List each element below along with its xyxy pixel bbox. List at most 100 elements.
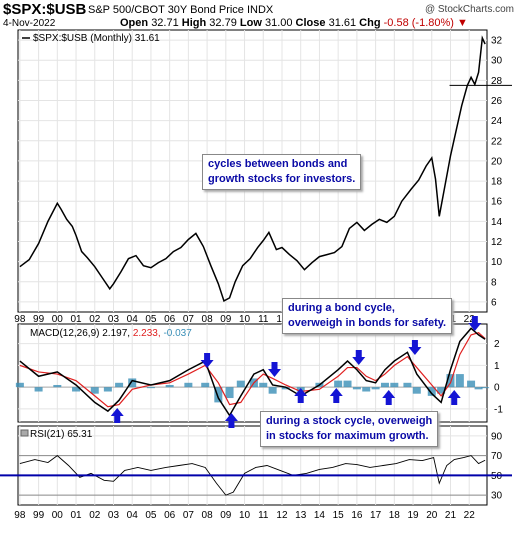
- low-label: Low: [239, 17, 262, 29]
- bottom-x-tick-05: 05: [145, 510, 157, 521]
- price-x-tick-02: 02: [89, 314, 101, 325]
- macd-y-tick-0: 0: [494, 383, 500, 394]
- bottom-x-tick-20: 20: [426, 510, 438, 521]
- macd-histogram-bar-12: [214, 387, 223, 403]
- annotation-bond-cycle: during a bond cycle, overweigh in bonds …: [282, 298, 453, 334]
- macd-histogram-bar-13: [225, 387, 234, 399]
- price-x-tick-10: 10: [239, 314, 251, 325]
- price-y-tick-8: 8: [491, 277, 497, 288]
- ohlc-readout: Open 32.71 High 32.79 Low 31.00 Close 31…: [120, 17, 468, 29]
- bottom-x-tick-15: 15: [333, 510, 345, 521]
- macd-histogram-bar-8: [146, 387, 155, 389]
- price-legend: $SPX:$USB (Monthly) 31.61: [33, 33, 160, 44]
- bottom-x-tick-06: 06: [164, 510, 176, 521]
- price-y-tick-6: 6: [491, 297, 497, 308]
- annotation-stock-cycle: during a stock cycle, overweigh in stock…: [260, 411, 439, 447]
- price-y-tick-14: 14: [491, 217, 503, 228]
- arrow-up-icon-0: [110, 408, 124, 423]
- arrow-up-icon-4: [294, 388, 308, 403]
- bottom-x-tick-99: 99: [33, 510, 45, 521]
- price-y-tick-18: 18: [491, 177, 503, 188]
- price-x-tick-09: 09: [220, 314, 232, 325]
- rsi-legend-swatch: [20, 429, 29, 437]
- macd-legend-name: MACD(12,26,9): [30, 328, 102, 339]
- macd-histogram-bar-35: [474, 387, 483, 390]
- low-value: 31.00: [264, 17, 293, 29]
- macd-histogram-bar-16: [259, 382, 268, 388]
- macd-histogram-bar-29: [412, 387, 421, 394]
- chg-label: Chg: [359, 17, 381, 29]
- macd-histogram-bar-28: [403, 382, 412, 388]
- annotation-stock-line1: during a stock cycle, overweigh: [266, 415, 433, 427]
- macd-histogram-bar-22: [343, 380, 352, 388]
- price-x-tick-11: 11: [258, 314, 269, 325]
- macd-histogram-bar-26: [380, 382, 389, 388]
- macd-histogram-bar-18: [281, 387, 290, 390]
- macd-histogram-bar-5: [103, 387, 112, 392]
- open-label: Open: [120, 17, 149, 29]
- high-value: 32.79: [209, 17, 237, 29]
- price-x-tick-22: 22: [464, 314, 476, 325]
- arrow-down-icon-6: [352, 350, 366, 365]
- price-x-tick-03: 03: [108, 314, 120, 325]
- price-y-tick-28: 28: [491, 76, 503, 87]
- instrument-name: S&P 500/CBOT 30Y Bond Price INDX: [88, 4, 274, 16]
- price-y-tick-32: 32: [491, 36, 503, 47]
- price-x-tick-98: 98: [14, 314, 26, 325]
- down-triangle-icon: ▼: [457, 17, 468, 29]
- chart-header: $SPX:$USB S&P 500/CBOT 30Y Bond Price IN…: [0, 0, 520, 32]
- macd-histogram-bar-11: [201, 382, 210, 388]
- annotation-cycles-line1: cycles between bonds and: [208, 158, 348, 170]
- macd-histogram-bar-30: [427, 387, 436, 396]
- close-label: Close: [295, 17, 326, 29]
- arrow-up-icon-5: [329, 388, 343, 403]
- macd-legend: MACD(12,26,9) 2.197, 2.233, -0.037: [30, 328, 192, 339]
- open-value: 32.71: [151, 17, 179, 29]
- arrow-down-icon-1: [200, 353, 214, 368]
- stockcharts-watermark: @ StockCharts.com: [424, 4, 514, 15]
- price-y-tick-10: 10: [491, 257, 503, 268]
- bottom-x-tick-02: 02: [89, 510, 101, 521]
- quote-date: 4-Nov-2022: [3, 18, 56, 29]
- price-x-tick-06: 06: [164, 314, 176, 325]
- annotation-bond-line2: overweigh in bonds for safety.: [288, 317, 447, 329]
- high-label: High: [181, 17, 207, 29]
- cycle-arrows: [110, 316, 482, 428]
- macd-signal-line: [19, 332, 486, 408]
- rsi-panel: 30507090RSI(21) 65.31: [0, 429, 512, 502]
- macd-histogram-bar-4: [90, 387, 99, 394]
- arrow-down-icon-3: [267, 362, 281, 377]
- macd-histogram-bar-3: [72, 387, 81, 392]
- price-x-tick-00: 00: [52, 314, 64, 325]
- price-y-tick-12: 12: [491, 237, 503, 248]
- macd-line: [19, 327, 486, 417]
- macd-y-tick--1: -1: [494, 404, 503, 415]
- macd-histogram-bar-31: [437, 387, 446, 394]
- price-x-tick-04: 04: [127, 314, 139, 325]
- bottom-x-tick-98: 98: [14, 510, 26, 521]
- price-y-tick-24: 24: [491, 116, 503, 127]
- macd-legend-signal: 2.233,: [133, 328, 164, 339]
- bottom-x-tick-03: 03: [108, 510, 120, 521]
- macd-y-tick-2: 2: [494, 339, 500, 350]
- price-y-tick-16: 16: [491, 197, 503, 208]
- macd-histogram-bar-17: [268, 387, 277, 394]
- price-ratio-line: [19, 35, 486, 303]
- price-x-tick-08: 08: [202, 314, 214, 325]
- macd-histogram-bar-1: [34, 387, 43, 392]
- macd-histogram-bar-24: [362, 387, 371, 392]
- bottom-x-tick-13: 13: [295, 510, 307, 521]
- price-x-tick-05: 05: [145, 314, 157, 325]
- close-value: 31.61: [328, 17, 357, 29]
- x-axis: 98 99 00 01 02 03 04 05 06 07 08 09 10 11 12 13 14 15 16 17…: [14, 510, 475, 521]
- chg-value: -0.58 (-1.80%): [383, 17, 454, 29]
- macd-legend-hist: -0.037: [163, 328, 192, 339]
- bottom-x-tick-21: 21: [445, 510, 457, 521]
- price-y-tick-30: 30: [491, 56, 503, 67]
- bottom-x-tick-22: 22: [464, 510, 476, 521]
- bottom-x-tick-07: 07: [183, 510, 195, 521]
- bottom-x-tick-19: 19: [407, 510, 419, 521]
- macd-histogram-bar-21: [334, 380, 343, 388]
- macd-histogram-bar-27: [390, 382, 399, 388]
